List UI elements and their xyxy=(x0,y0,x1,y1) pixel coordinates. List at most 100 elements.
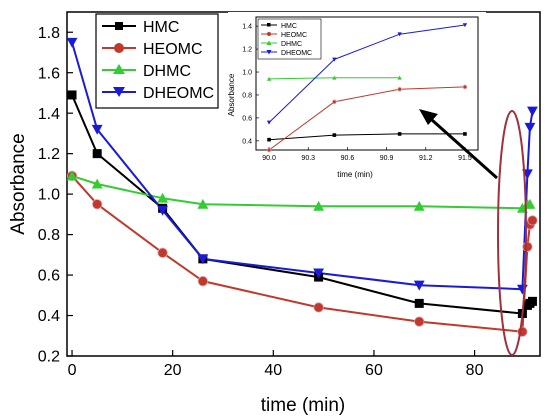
main-point-dheomc xyxy=(66,37,78,48)
main-chart: 0 20 40 60 80 0.2 0.4 0.6 0.8 1.0 1.2 1.4 1.6 1.8 ti… xyxy=(8,11,541,416)
inset-point-hmc xyxy=(397,132,402,136)
inset-plot-frame xyxy=(255,16,479,151)
main-series-line-heomc xyxy=(71,175,534,333)
inset-legend-label-hmc: HMC xyxy=(281,23,297,30)
inset-legend-entry-hmc: HMC xyxy=(261,23,297,30)
inset-point-heomc xyxy=(462,84,468,90)
main-point-heomc xyxy=(92,199,103,210)
main-point-dheomc xyxy=(91,124,103,135)
main-x-tick-label: 0 xyxy=(68,362,77,379)
main-y-tick-label: 1.4 xyxy=(38,106,60,123)
main-point-dhmc xyxy=(524,198,536,209)
inset-legend-label-dhmc: DHMC xyxy=(281,41,302,48)
main-y-tick-label: 0.8 xyxy=(38,227,60,244)
inset-y-axis-ticks: 0.4 0.6 0.8 1.0 1.2 1.4 xyxy=(242,24,259,145)
inset-point-dhmc xyxy=(266,76,272,81)
main-point-heomc xyxy=(522,241,533,252)
main-point-dhmc xyxy=(313,200,324,211)
main-point-heomc xyxy=(157,247,168,258)
main-point-dhmc xyxy=(197,198,209,209)
main-point-hmc xyxy=(527,296,537,306)
legend-label-dhmc: DHMC xyxy=(143,63,191,80)
inset-y-tick-label: 0.4 xyxy=(242,138,252,145)
inset-point-hmc xyxy=(463,132,467,136)
main-point-heomc xyxy=(414,316,425,327)
main-y-tick-label: 1.8 xyxy=(38,25,60,42)
main-point-heomc xyxy=(313,302,324,313)
main-x-tick-label: 80 xyxy=(466,362,484,379)
main-point-dheomc xyxy=(524,122,536,133)
legend-label-heomc: HEOMC xyxy=(143,41,203,58)
inset-y-tick-label: 0.6 xyxy=(242,115,252,122)
main-point-hmc xyxy=(414,298,424,308)
main-point-dhmc xyxy=(66,170,78,181)
inset-point-hmc xyxy=(332,133,337,137)
inset-point-dheomc xyxy=(332,57,337,62)
main-series-line-dheomc xyxy=(71,42,534,291)
inset-legend-marker-triangle-up xyxy=(266,40,272,45)
main-y-tick-label: 1.0 xyxy=(38,187,60,204)
inset-point-dhmc xyxy=(397,75,402,80)
inset-legend-marker-circle xyxy=(267,32,271,36)
inset-x-axis-label: time (min) xyxy=(337,170,373,179)
legend-entry-heomc: HEOMC xyxy=(102,41,203,58)
inset-point-hmc xyxy=(267,137,271,142)
main-x-tick-label: 40 xyxy=(264,362,282,379)
inset-x-tick-label: 91.2 xyxy=(419,155,433,162)
zoom-arrow xyxy=(419,109,498,180)
arrow-head-icon xyxy=(419,109,438,125)
main-x-axis-ticks: 0 20 40 60 80 xyxy=(68,350,484,379)
inset-point-heomc xyxy=(332,99,337,105)
main-point-heomc xyxy=(527,215,538,226)
main-point-hmc xyxy=(92,149,102,159)
highlight-ellipse xyxy=(497,110,527,356)
legend-entry-dheomc: DHEOMC xyxy=(102,85,214,102)
inset-chart: 90.0 90.3 90.6 90.9 91.2 91.5 0.4 0.6 0.8 1.0 1.2… xyxy=(227,12,486,184)
inset-series-markers xyxy=(266,23,468,153)
inset-x-tick-label: 90.6 xyxy=(341,155,355,162)
legend-marker-square xyxy=(115,22,123,30)
main-y-tick-label: 0.6 xyxy=(38,268,60,285)
main-point-dheomc xyxy=(197,254,209,265)
inset-series-line-hmc xyxy=(269,133,465,141)
main-point-dhmc xyxy=(413,200,425,211)
inset-y-tick-label: 1.4 xyxy=(242,24,252,31)
legend-marker-circle xyxy=(114,43,124,53)
main-x-axis-label: time (min) xyxy=(261,395,345,416)
inset-y-tick-label: 0.8 xyxy=(242,92,252,99)
main-y-tick-label: 1.2 xyxy=(38,146,60,163)
main-y-tick-label: 1.6 xyxy=(38,65,60,82)
inset-point-dheomc xyxy=(397,32,402,37)
main-point-dhmc xyxy=(91,178,103,189)
main-point-dheomc xyxy=(157,205,169,216)
inset-point-dheomc xyxy=(266,120,272,125)
main-x-tick-label: 60 xyxy=(365,362,383,379)
inset-legend-label-heomc: HEOMC xyxy=(281,32,307,39)
inset-x-tick-label: 90.0 xyxy=(262,155,276,162)
inset-legend-entry-dhmc: DHMC xyxy=(261,40,302,48)
main-legend: HMC HEOMC DHMC DHEOMC xyxy=(95,13,219,109)
inset-y-axis-label: Absorbance xyxy=(227,73,236,116)
inset-point-dhmc xyxy=(332,75,337,80)
inset-y-tick-label: 1.2 xyxy=(242,47,252,54)
legend-entry-dhmc: DHMC xyxy=(102,63,191,80)
inset-legend-entry-dheomc: DHEOMC xyxy=(261,50,312,57)
main-x-tick-label: 20 xyxy=(164,362,182,379)
main-y-tick-label: 0.2 xyxy=(38,349,60,366)
main-y-tick-label: 0.4 xyxy=(38,308,60,325)
legend-entry-hmc: HMC xyxy=(102,19,179,36)
main-point-dheomc xyxy=(527,106,538,117)
inset-x-tick-label: 90.3 xyxy=(301,155,315,162)
legend-marker-triangle-up xyxy=(113,64,125,74)
main-series-markers xyxy=(66,37,538,337)
inset-series-line-heomc xyxy=(268,86,465,151)
inset-legend: HMC HEOMC DHMC DHEOMC xyxy=(257,18,322,60)
inset-point-dheomc xyxy=(462,23,468,28)
inset-legend-marker-square xyxy=(267,23,271,27)
main-point-dheomc xyxy=(413,280,425,291)
main-y-axis-label: Absorbance xyxy=(8,133,29,234)
inset-point-heomc xyxy=(397,86,402,92)
legend-label-hmc: HMC xyxy=(143,19,179,36)
main-point-dheomc xyxy=(313,268,324,279)
